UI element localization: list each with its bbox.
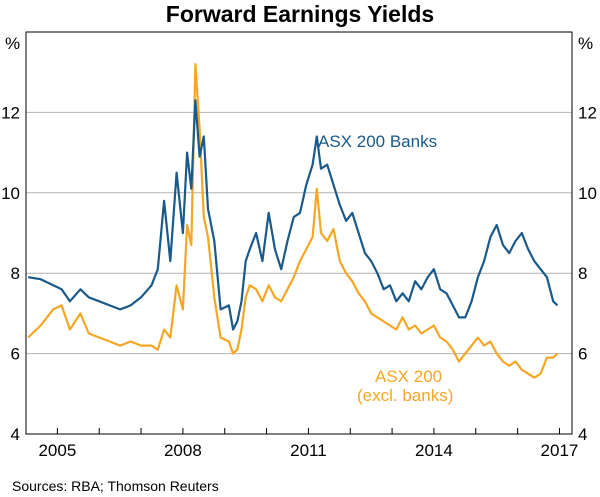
y-tick-left-10: 10 (1, 184, 20, 203)
x-tick-2008: 2008 (164, 441, 202, 460)
chart-title: Forward Earnings Yields (166, 1, 434, 27)
plot-frame (25, 31, 573, 435)
y-tick-left-4: 4 (11, 425, 20, 444)
y-tick-left-8: 8 (11, 264, 20, 283)
series-lines (27, 63, 559, 379)
x-tick-2011: 2011 (290, 441, 327, 460)
y-unit-right: % (578, 34, 593, 53)
series-line-banks (27, 99, 559, 331)
y-tick-right-4: 4 (578, 425, 587, 444)
y-tick-right-10: 10 (578, 184, 597, 203)
source-note: Sources: RBA; Thomson Reuters (12, 478, 219, 494)
x-tick-2017: 2017 (541, 441, 579, 460)
label-asx200: ASX 200 (375, 367, 442, 386)
y-unit-left: % (5, 34, 20, 53)
y-tick-left-12: 12 (1, 103, 20, 122)
series-line-asx200 (27, 63, 559, 379)
x-tick-2005: 2005 (38, 441, 76, 460)
x-tick-2014: 2014 (415, 441, 453, 460)
y-tick-left-6: 6 (11, 345, 20, 364)
x-axis-ticks: 2005 2008 2011 2014 2017 (38, 428, 578, 460)
grid (26, 111, 572, 355)
label-asx200-sub: (excl. banks) (357, 386, 453, 405)
y-axis-ticks: 4 4 6 6 8 8 10 10 12 12 (1, 103, 597, 444)
y-tick-right-12: 12 (578, 103, 597, 122)
y-tick-right-6: 6 (578, 345, 587, 364)
label-banks: ASX 200 Banks (318, 132, 437, 151)
y-tick-right-8: 8 (578, 264, 587, 283)
